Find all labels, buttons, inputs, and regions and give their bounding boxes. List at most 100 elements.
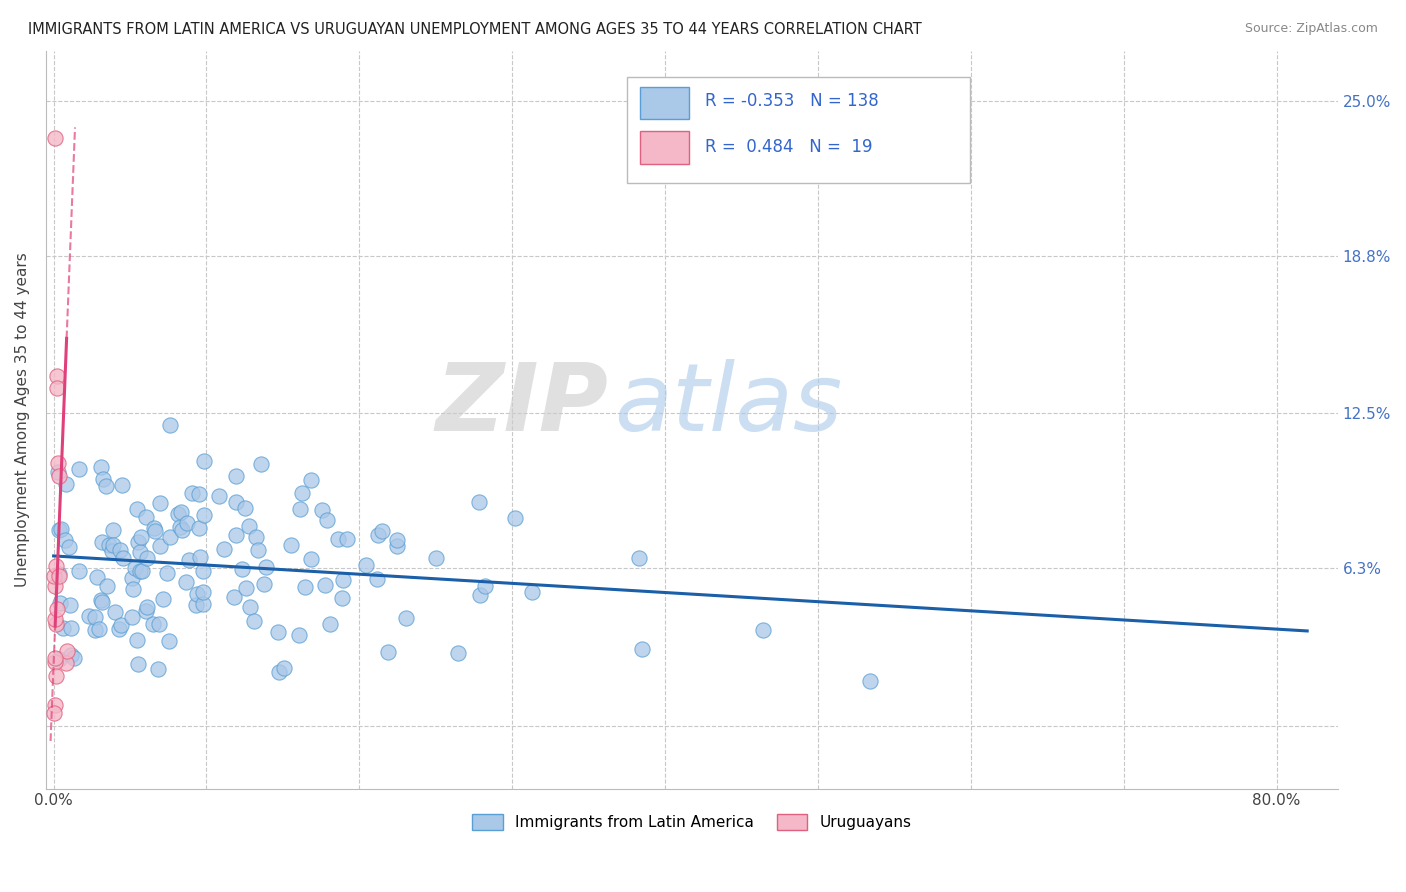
Point — [129, 545, 152, 559]
Point — [387, 533, 409, 547]
Point — [127, 535, 149, 549]
Point — [101, 538, 124, 552]
Point — [46, 381, 69, 395]
Point — [326, 532, 349, 546]
Text: atlas: atlas — [614, 359, 842, 450]
Point — [83, 610, 105, 624]
Point — [247, 542, 270, 557]
Point — [53, 533, 76, 548]
FancyBboxPatch shape — [640, 87, 689, 120]
Point — [45, 617, 67, 632]
Point — [186, 587, 208, 601]
Point — [288, 501, 311, 516]
Point — [110, 543, 132, 558]
Point — [143, 524, 166, 538]
Point — [177, 552, 200, 566]
Point — [254, 560, 277, 574]
Text: Source: ZipAtlas.com: Source: ZipAtlas.com — [1244, 22, 1378, 36]
Point — [96, 479, 118, 493]
Point — [44, 669, 66, 683]
Point — [127, 657, 149, 671]
Point — [188, 549, 211, 564]
Point — [176, 516, 198, 530]
Point — [44, 569, 66, 583]
FancyBboxPatch shape — [640, 131, 689, 163]
Point — [385, 539, 408, 553]
Text: ZIP: ZIP — [434, 359, 607, 450]
Point — [45, 601, 67, 615]
Point — [447, 646, 470, 660]
Point — [520, 585, 543, 599]
Point — [90, 593, 112, 607]
Point — [503, 510, 526, 524]
Point — [45, 368, 67, 383]
Point — [60, 648, 83, 662]
Point — [245, 530, 267, 544]
Point — [208, 489, 231, 503]
Point — [89, 622, 111, 636]
Point — [44, 698, 66, 712]
Point — [181, 486, 204, 500]
Point — [859, 674, 882, 689]
Point — [156, 566, 179, 580]
Point — [336, 532, 359, 546]
Point — [125, 501, 148, 516]
Point — [46, 456, 69, 470]
Point — [377, 645, 399, 659]
Point — [56, 644, 79, 658]
Point — [44, 651, 66, 665]
Point — [107, 622, 129, 636]
Point — [45, 559, 67, 574]
Point — [129, 530, 152, 544]
Point — [127, 633, 149, 648]
Point — [96, 579, 118, 593]
Point — [212, 542, 235, 557]
Point — [90, 534, 112, 549]
Point — [131, 564, 153, 578]
Point — [44, 656, 66, 670]
Point — [314, 577, 336, 591]
Point — [751, 623, 773, 637]
Point — [97, 538, 120, 552]
Text: IMMIGRANTS FROM LATIN AMERICA VS URUGUAYAN UNEMPLOYMENT AMONG AGES 35 TO 44 YEAR: IMMIGRANTS FROM LATIN AMERICA VS URUGUAY… — [28, 22, 922, 37]
Point — [44, 579, 66, 593]
Point — [135, 550, 157, 565]
Text: R =  0.484   N =  19: R = 0.484 N = 19 — [704, 137, 872, 155]
Point — [90, 595, 112, 609]
Point — [55, 657, 77, 671]
Point — [55, 477, 77, 491]
Point — [48, 523, 70, 537]
Legend: Immigrants from Latin America, Uruguayans: Immigrants from Latin America, Uruguayan… — [465, 808, 918, 836]
Point — [49, 522, 72, 536]
Point — [101, 544, 124, 558]
Point — [136, 600, 159, 615]
Point — [299, 473, 322, 487]
Point — [311, 503, 333, 517]
Point — [188, 487, 211, 501]
Point — [111, 478, 134, 492]
Point — [60, 621, 83, 635]
Point — [184, 598, 207, 612]
Point — [628, 551, 651, 566]
Point — [291, 485, 314, 500]
Point — [159, 417, 181, 432]
Point — [631, 641, 654, 656]
Point — [299, 552, 322, 566]
Point — [273, 661, 295, 675]
Point — [121, 571, 143, 585]
Point — [233, 500, 256, 515]
Point — [110, 618, 132, 632]
Point — [425, 550, 447, 565]
Point — [191, 565, 214, 579]
Point — [58, 540, 80, 554]
Point — [243, 615, 266, 629]
Point — [79, 608, 101, 623]
Point — [128, 564, 150, 578]
Text: R = -0.353   N = 138: R = -0.353 N = 138 — [704, 92, 879, 110]
Point — [193, 453, 215, 467]
Point — [269, 665, 291, 680]
Point — [187, 521, 209, 535]
Point — [44, 706, 66, 721]
Point — [83, 623, 105, 637]
Point — [44, 611, 66, 625]
